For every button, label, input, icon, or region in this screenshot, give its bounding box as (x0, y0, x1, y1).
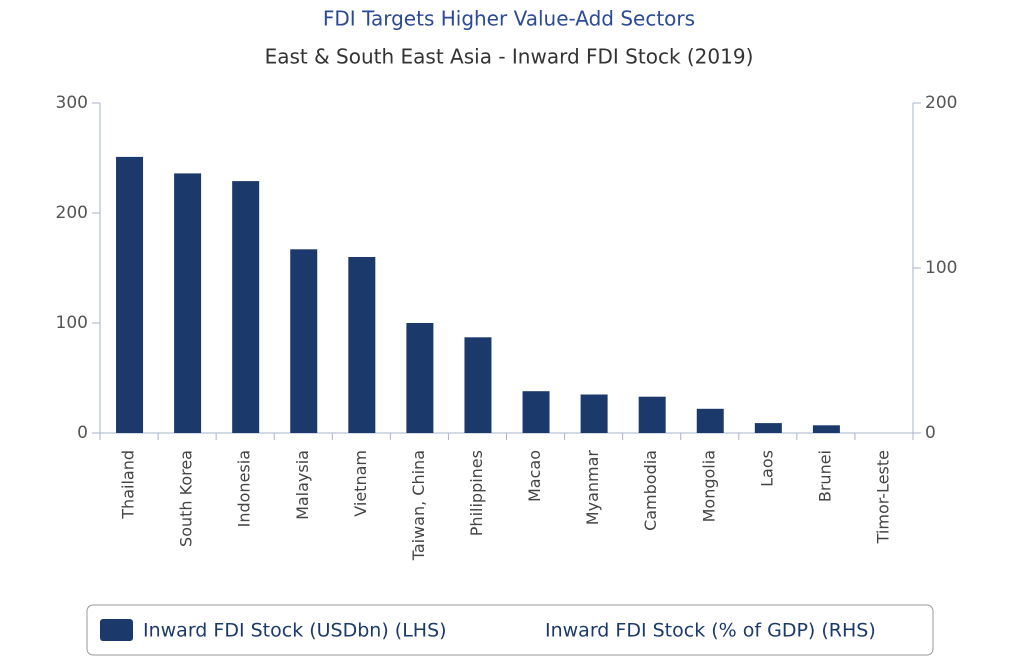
y2-tick-label: 0 (925, 423, 936, 443)
y2-tick-label: 100 (925, 258, 957, 278)
x-tick-label: Laos (757, 450, 776, 487)
y-tick-label: 300 (56, 93, 88, 113)
x-tick-label: Thailand (119, 450, 138, 520)
y-tick-label: 200 (56, 203, 88, 223)
x-tick-label: Philippines (467, 450, 486, 536)
bar (174, 173, 202, 433)
y-tick-label: 100 (56, 313, 88, 333)
y-tick-label: 0 (77, 423, 88, 443)
legend-label: Inward FDI Stock (USDbn) (LHS) (143, 620, 447, 642)
chart-subtitle: East & South East Asia - Inward FDI Stoc… (265, 45, 754, 69)
x-tick-label: Cambodia (641, 450, 660, 531)
bar (232, 181, 260, 433)
bar (406, 323, 434, 433)
bar (116, 156, 144, 433)
legend-label: Inward FDI Stock (% of GDP) (RHS) (545, 620, 876, 642)
bar (580, 394, 608, 433)
bar (638, 396, 666, 433)
x-tick-label: Vietnam (351, 450, 370, 517)
bar (348, 257, 376, 433)
x-tick-label: Taiwan, China (409, 450, 428, 561)
bar (522, 391, 550, 433)
bar (812, 425, 840, 433)
bar (696, 408, 724, 433)
y2-tick-label: 200 (925, 93, 957, 113)
x-tick-label: Malaysia (293, 450, 312, 520)
x-tick-label: Macao (525, 450, 544, 502)
bar (290, 249, 318, 433)
x-tick-label: Timor-Leste (873, 450, 892, 544)
bar (464, 337, 492, 433)
bar (754, 423, 782, 433)
x-tick-label: Brunei (815, 450, 834, 502)
x-tick-label: Indonesia (235, 450, 254, 527)
x-tick-label: Mongolia (699, 450, 718, 522)
chart-title: FDI Targets Higher Value-Add Sectors (323, 7, 695, 31)
x-tick-label: South Korea (177, 450, 196, 547)
legend-swatch (100, 619, 133, 641)
legend-box (86, 604, 934, 656)
x-tick-label: Myanmar (583, 450, 602, 526)
